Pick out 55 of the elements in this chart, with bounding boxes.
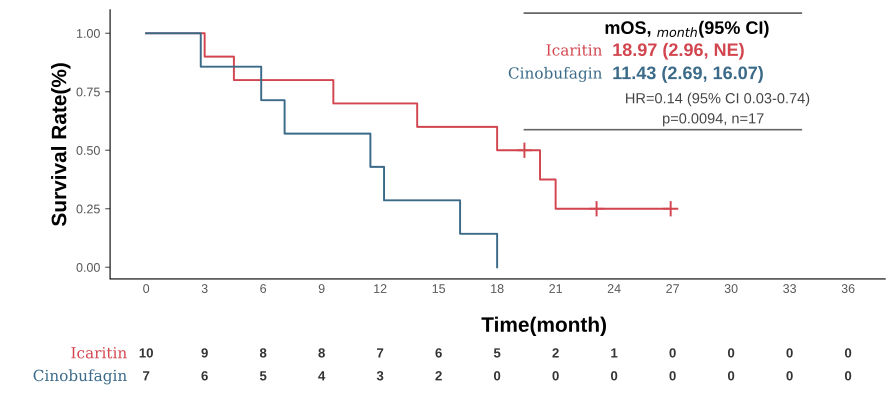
text: 0: [786, 371, 793, 380]
annotation: p=0.0094, n=17: [663, 113, 764, 126]
text: 0: [728, 348, 734, 358]
y-tick-label: 0.25: [76, 204, 100, 214]
annotation: HR=0.14 (95% CI 0.03-0.74): [626, 92, 810, 106]
text: 8: [318, 348, 325, 358]
y-tick-label: 0.75: [76, 88, 100, 96]
x-tick-label: 12: [374, 284, 386, 293]
text: 0: [786, 348, 793, 358]
x-tick-label: 3: [202, 284, 208, 293]
text: Icaritin: [546, 44, 602, 56]
text: 10: [140, 348, 153, 358]
text: 8: [260, 348, 266, 358]
x-axis-title: Time(month): [481, 316, 606, 336]
text: 0: [669, 371, 676, 380]
text: 2: [552, 348, 559, 358]
text: 6: [201, 371, 208, 380]
y-tick-label: 0.00: [76, 263, 100, 272]
text: 9: [201, 348, 208, 358]
y-axis-title: Survival Rate(%): [51, 63, 70, 226]
x-tick-label: 0: [143, 284, 150, 293]
x-tick-label: 6: [260, 284, 266, 293]
x-tick-label: 36: [842, 284, 855, 293]
text: 0: [552, 371, 559, 380]
text: 5: [494, 348, 500, 358]
x-tick-label: 30: [724, 284, 738, 293]
text: 4: [318, 371, 326, 380]
text: Cinobufagin: [508, 66, 602, 82]
text: 0: [494, 371, 500, 380]
annotation: 11.43 (2.69, 16.07): [613, 66, 763, 83]
annotation: mOS, $_{month}$(95% CI): [606, 20, 769, 38]
x-tick-label: 21: [549, 284, 562, 293]
annotation: 18.97 (2.96, NE): [613, 42, 744, 60]
text: Icaritin: [71, 347, 127, 358]
x-tick-label: 24: [608, 284, 621, 293]
y-tick-label: 1.00: [76, 29, 100, 38]
x-tick-label: 9: [318, 284, 325, 293]
text: 3: [376, 371, 384, 380]
text: 1: [611, 348, 618, 358]
text: 7: [377, 348, 384, 358]
text: 7: [143, 371, 150, 380]
text: 0: [728, 371, 734, 380]
x-tick-label: 33: [783, 284, 796, 293]
x-tick-label: 15: [432, 284, 446, 293]
text: 2: [435, 371, 442, 380]
text: 0: [844, 371, 852, 380]
x-tick-label: 27: [666, 284, 679, 293]
text: 5: [260, 371, 266, 380]
text: 0: [844, 348, 852, 358]
text: Cinobufagin: [34, 369, 127, 384]
x-tick-label: 18: [491, 284, 504, 293]
text: 0: [669, 348, 676, 358]
text: 6: [435, 348, 442, 358]
text: 0: [610, 371, 618, 380]
y-tick-label: 0.50: [76, 146, 100, 155]
